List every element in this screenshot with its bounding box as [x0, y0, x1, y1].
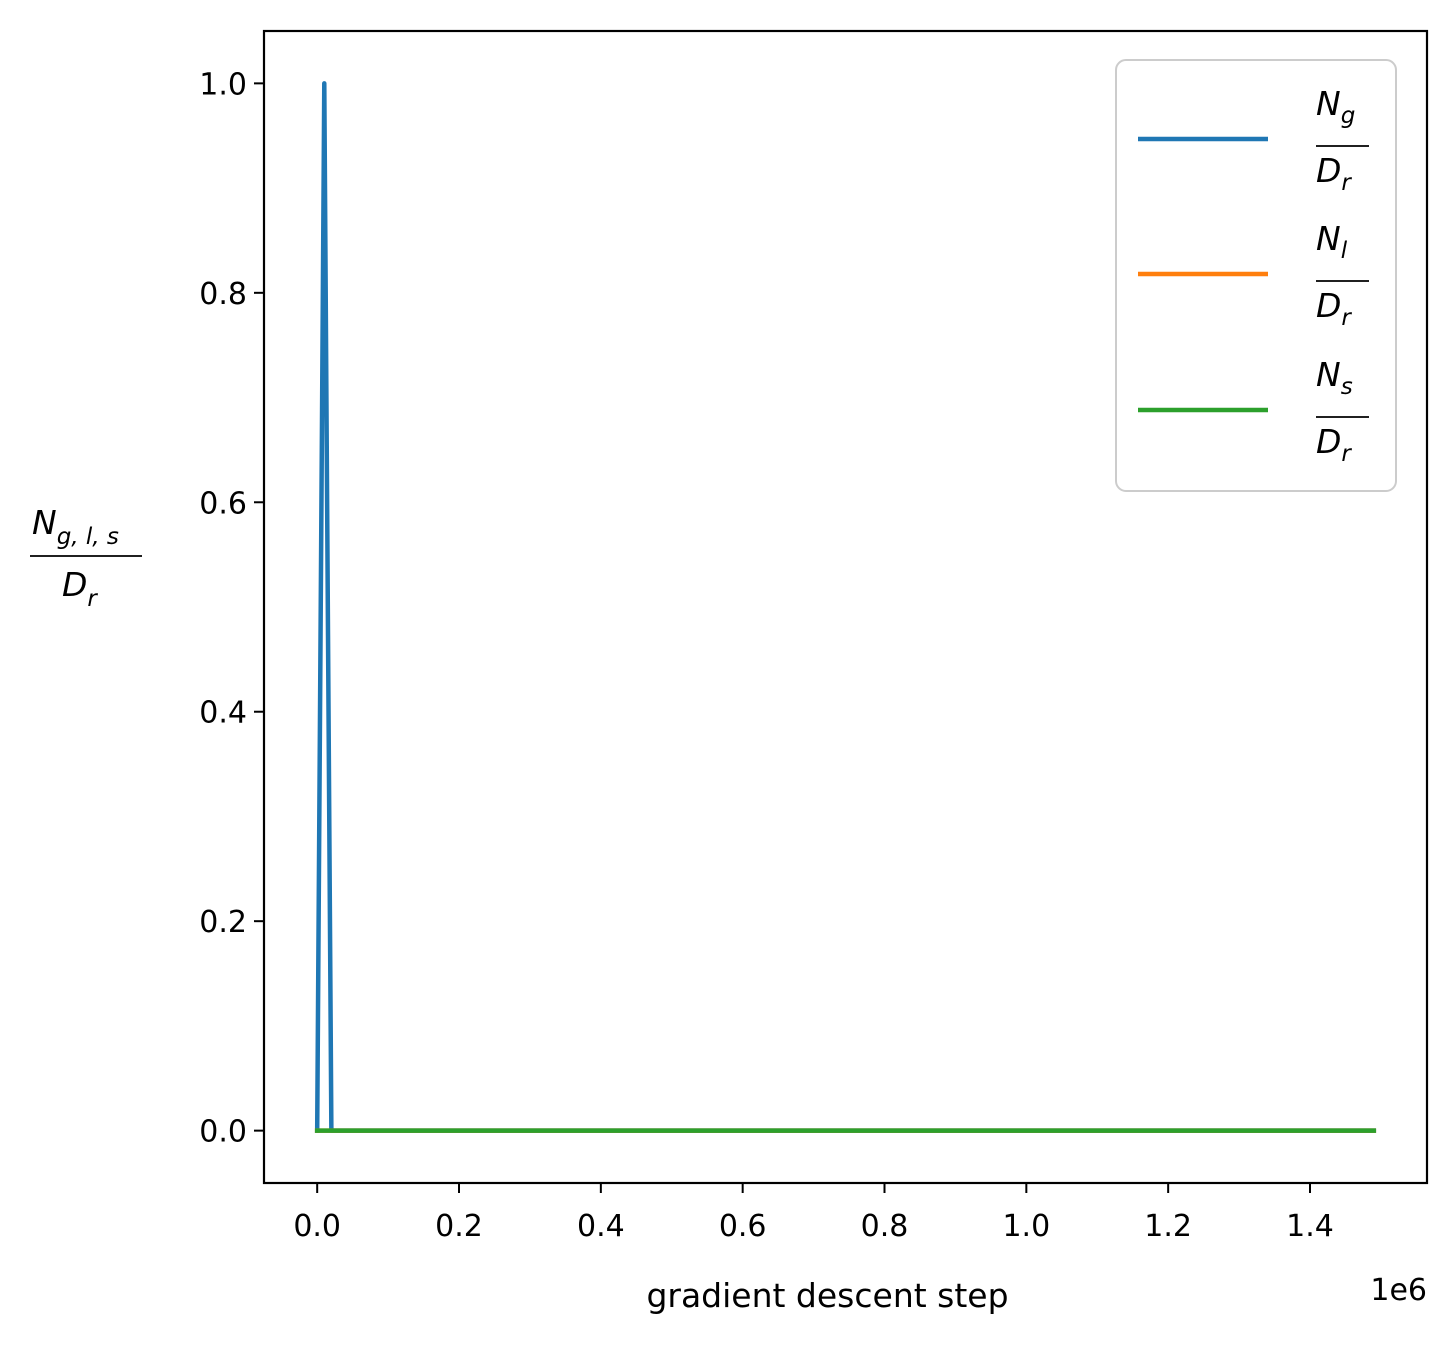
legend-label-denominator-sub: r	[1341, 170, 1352, 196]
x-tick-label: 0.2	[435, 1209, 483, 1244]
x-tick-label: 0.0	[293, 1209, 341, 1244]
y-tick-label: 1.0	[199, 67, 247, 102]
legend-label-denominator: Dr	[1316, 151, 1352, 196]
legend-label-denominator-main: D	[1316, 422, 1341, 461]
x-tick-label: 1.2	[1144, 1209, 1192, 1244]
x-tick-label: 0.6	[719, 1209, 767, 1244]
y-tick-label: 0.2	[199, 905, 247, 940]
plot-frame	[262, 29, 1429, 1185]
legend-label-numerator: Nl	[1316, 219, 1348, 264]
x-tick-label: 0.4	[577, 1209, 625, 1244]
legend-label-denominator: Dr	[1316, 422, 1352, 467]
legend-label-denominator: Dr	[1316, 286, 1352, 331]
y-label-numerator-sub: g, l, s	[57, 524, 119, 550]
legend-label-denominator-sub: r	[1341, 305, 1352, 331]
y-tick-label: 0.6	[199, 486, 247, 521]
x-axis-ticks: 0.0 0.2 0.4 0.6 0.8 1.0 1.2 1.4	[293, 1183, 1334, 1244]
x-tick-label: 1.0	[1002, 1209, 1050, 1244]
y-axis-label: Ng, l, s Dr	[30, 503, 142, 612]
y-axis-ticks: 0.0 0.2 0.4 0.6 0.8 1.0	[199, 67, 264, 1150]
y-label-numerator: Ng, l, s	[32, 503, 119, 550]
y-label-denominator-sub: r	[87, 586, 98, 612]
legend-label-numerator: Ns	[1316, 355, 1353, 400]
legend-label-denominator-main: D	[1316, 151, 1341, 190]
x-tick-label: 0.8	[861, 1209, 909, 1244]
x-axis-label: gradient descent step	[646, 1276, 1008, 1315]
legend-label-denominator-main: D	[1316, 286, 1341, 325]
legend-label-numerator-main: N	[1316, 84, 1341, 123]
legend-label-denominator-sub: r	[1341, 441, 1352, 467]
legend-label-numerator-sub: g	[1341, 103, 1356, 129]
y-tick-label: 0.0	[199, 1115, 247, 1150]
y-label-denominator: Dr	[62, 565, 98, 612]
legend-label-numerator-main: N	[1316, 355, 1341, 394]
y-label-denominator-main: D	[62, 565, 87, 604]
legend-label-numerator-sub: l	[1341, 238, 1348, 264]
y-label-numerator-main: N	[32, 503, 57, 542]
series-group	[314, 81, 1377, 1133]
legend-label-numerator-sub: s	[1341, 374, 1353, 400]
legend-label-numerator: Ng	[1316, 84, 1355, 129]
y-tick-label: 0.4	[199, 696, 247, 731]
y-tick-label: 0.8	[199, 277, 247, 312]
x-tick-label: 1.4	[1286, 1209, 1334, 1244]
x-axis-offset-label: 1e6	[1370, 1273, 1427, 1308]
legend-label-numerator-main: N	[1316, 219, 1341, 258]
